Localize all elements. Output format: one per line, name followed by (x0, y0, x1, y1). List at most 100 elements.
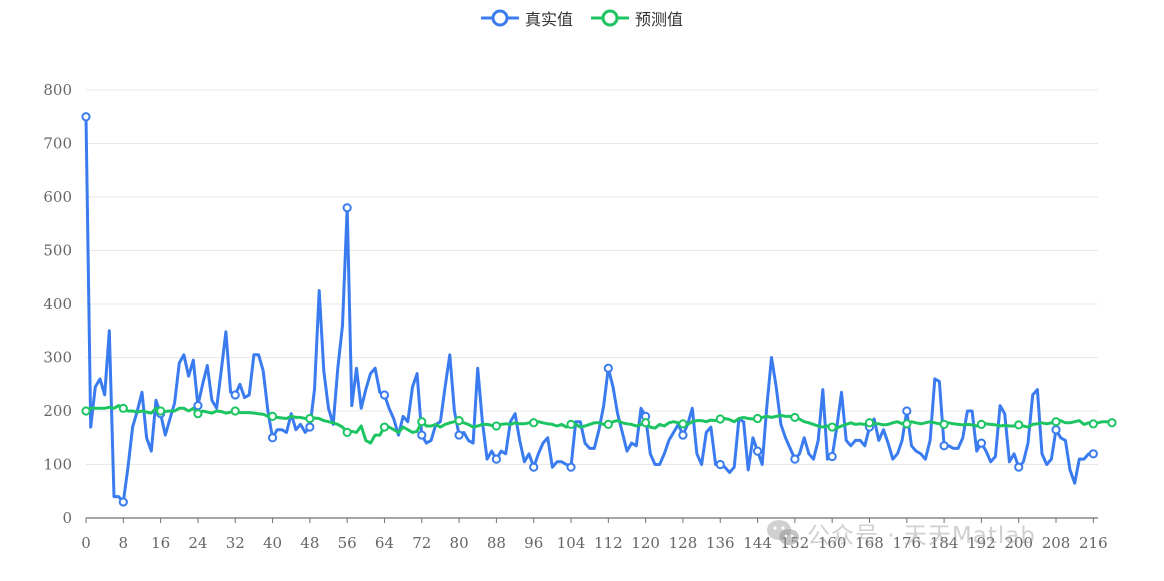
data-point-predicted[interactable] (1088, 419, 1098, 429)
x-tick-label: 96 (524, 534, 543, 552)
data-point-predicted[interactable] (156, 406, 166, 416)
data-point-actual[interactable] (417, 430, 427, 440)
data-point-predicted[interactable] (491, 421, 501, 431)
x-tick-label: 120 (631, 534, 660, 552)
data-point-predicted[interactable] (603, 419, 613, 429)
x-tick-label: 160 (818, 534, 847, 552)
data-point-actual[interactable] (81, 112, 91, 122)
data-point-predicted[interactable] (1107, 418, 1117, 428)
y-tick-label: 100 (43, 456, 72, 474)
data-point-actual[interactable] (491, 454, 501, 464)
legend-item-actual[interactable]: 真实值 (480, 6, 573, 30)
y-tick-label: 700 (43, 135, 72, 153)
data-point-predicted[interactable] (752, 413, 763, 424)
x-tick-label: 104 (557, 534, 586, 552)
x-tick-label: 192 (967, 534, 996, 552)
legend: 真实值 预测值 (0, 6, 1164, 30)
x-tick-label: 88 (487, 534, 506, 552)
data-point-actual[interactable] (379, 390, 390, 400)
data-point-actual[interactable] (715, 459, 725, 470)
data-point-actual[interactable] (790, 454, 800, 464)
data-point-actual[interactable] (976, 438, 987, 448)
data-point-predicted[interactable] (827, 422, 837, 432)
x-tick-label: 0 (81, 534, 91, 552)
data-point-actual[interactable] (529, 462, 539, 472)
legend-label-actual: 真实值 (524, 10, 573, 29)
y-tick-label: 300 (43, 349, 72, 367)
data-point-predicted[interactable] (976, 419, 987, 429)
x-tick-label: 200 (1004, 534, 1033, 552)
x-tick-label: 48 (300, 534, 319, 552)
data-point-predicted[interactable] (790, 412, 800, 423)
legend-item-predicted[interactable]: 预测值 (591, 6, 683, 30)
data-point-predicted[interactable] (1051, 417, 1061, 427)
data-point-predicted[interactable] (641, 418, 651, 428)
y-tick-label: 800 (43, 81, 72, 99)
x-tick-label: 144 (743, 534, 772, 552)
x-tick-label: 128 (669, 534, 698, 552)
data-point-predicted[interactable] (417, 417, 427, 427)
data-point-predicted[interactable] (1014, 420, 1024, 430)
x-tick-label: 80 (450, 534, 469, 552)
data-point-predicted[interactable] (902, 419, 912, 429)
data-point-predicted[interactable] (230, 406, 240, 416)
data-point-predicted[interactable] (267, 411, 278, 421)
series-line-actual (84, 116, 1094, 504)
data-point-actual[interactable] (827, 451, 837, 462)
data-point-actual[interactable] (1014, 462, 1024, 472)
data-point-predicted[interactable] (864, 418, 875, 428)
y-tick-label: 0 (62, 509, 72, 527)
watermark-text: 公众号 · 天天Matlab (807, 523, 1036, 549)
watermark: 公众号 · 天天Matlab (765, 516, 1036, 550)
data-point-actual[interactable] (305, 422, 315, 432)
data-point-actual[interactable] (342, 203, 352, 213)
legend-swatch-predicted (591, 9, 629, 27)
data-point-predicted[interactable] (529, 418, 539, 428)
data-point-predicted[interactable] (566, 419, 576, 429)
data-point-actual[interactable] (267, 433, 278, 443)
data-point-actual[interactable] (1088, 449, 1098, 459)
y-tick-label: 200 (43, 402, 72, 420)
data-point-predicted[interactable] (305, 413, 315, 424)
data-point-actual[interactable] (603, 363, 613, 373)
data-point-actual[interactable] (752, 446, 763, 456)
x-tick-label: 168 (855, 534, 884, 552)
data-point-actual[interactable] (230, 390, 240, 400)
data-point-actual[interactable] (1051, 425, 1061, 435)
data-point-predicted[interactable] (193, 409, 203, 419)
data-point-actual[interactable] (118, 497, 128, 507)
x-tick-label: 136 (706, 534, 735, 552)
x-tick-label: 72 (412, 534, 431, 552)
data-point-predicted[interactable] (939, 419, 949, 429)
data-point-actual[interactable] (939, 441, 949, 451)
data-point-actual[interactable] (454, 430, 464, 440)
data-point-predicted[interactable] (342, 427, 352, 437)
y-tick-label: 500 (43, 242, 72, 260)
x-tick-label: 32 (226, 534, 245, 552)
data-point-actual[interactable] (193, 401, 203, 411)
y-tick-label: 600 (43, 188, 72, 206)
legend-swatch-actual (480, 9, 519, 27)
x-tick-label: 64 (375, 534, 394, 552)
data-point-predicted[interactable] (454, 416, 464, 426)
x-tick-label: 56 (338, 534, 357, 552)
y-tick-label: 400 (43, 295, 72, 313)
x-tick-label: 216 (1079, 534, 1108, 552)
data-point-actual[interactable] (678, 430, 688, 440)
legend-label-predicted: 预测值 (635, 10, 684, 29)
x-tick-label: 40 (263, 534, 282, 552)
data-point-predicted[interactable] (379, 422, 390, 432)
data-point-predicted[interactable] (81, 406, 91, 416)
data-point-predicted[interactable] (715, 414, 725, 424)
x-tick-label: 184 (930, 534, 959, 552)
data-point-predicted[interactable] (118, 403, 128, 413)
x-tick-label: 112 (594, 534, 623, 552)
x-tick-label: 176 (892, 534, 921, 552)
data-point-actual[interactable] (902, 406, 912, 416)
data-point-actual[interactable] (566, 462, 576, 472)
x-tick-label: 16 (151, 534, 170, 552)
x-tick-label: 208 (1042, 534, 1071, 552)
data-point-predicted[interactable] (678, 419, 688, 429)
